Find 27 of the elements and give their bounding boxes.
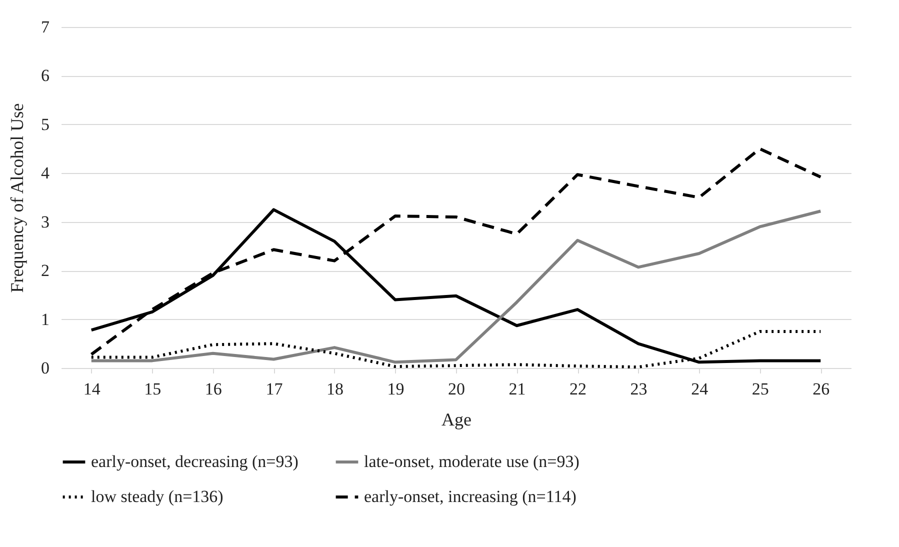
x-tick-label: 21 — [508, 380, 526, 398]
x-tick-label: 18 — [326, 380, 344, 398]
legend-label: low steady (n=136) — [91, 487, 224, 506]
x-tick-label: 24 — [691, 380, 709, 398]
x-tick-label: 16 — [204, 380, 222, 398]
y-tick-label: 0 — [41, 358, 50, 378]
y-tick-label: 3 — [41, 212, 50, 232]
x-tick-label: 23 — [630, 380, 648, 398]
x-tick-label: 22 — [570, 380, 587, 398]
legend-label: early-onset, decreasing (n=93) — [91, 452, 298, 471]
x-tick-label: 17 — [266, 380, 284, 398]
x-axis-title: Age — [442, 410, 472, 430]
y-axis-title: Frequency of Alcohol Use — [7, 103, 27, 293]
y-tick-label: 4 — [41, 164, 50, 183]
x-tick-label: 25 — [752, 380, 769, 398]
x-tick-label: 26 — [812, 380, 830, 398]
x-tick-label: 15 — [144, 380, 162, 398]
legend-label: early-onset, increasing (n=114) — [364, 487, 576, 506]
y-tick-label: 7 — [41, 18, 50, 36]
y-tick-label: 5 — [41, 114, 50, 134]
x-tick-label: 14 — [83, 380, 101, 398]
x-tick-label: 20 — [448, 380, 465, 398]
y-tick-label: 6 — [41, 66, 50, 86]
legend-label: late-onset, moderate use (n=93) — [364, 452, 580, 471]
y-tick-label: 1 — [41, 310, 50, 329]
y-tick-label: 2 — [41, 261, 50, 280]
x-tick-label: 19 — [387, 380, 404, 398]
